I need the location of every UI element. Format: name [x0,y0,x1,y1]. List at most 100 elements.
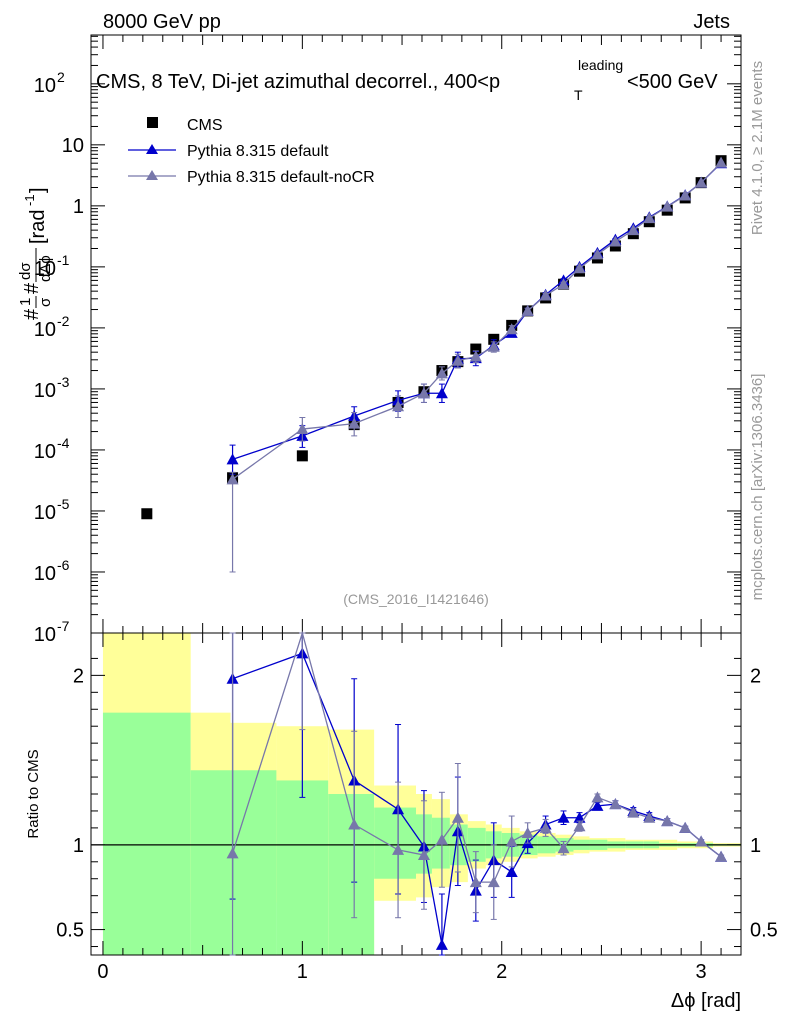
mcplots-label: mcplots.cern.ch [arXiv:1306.3436] [749,374,766,601]
main-line-nocr [232,162,722,480]
x-tick-label: 1 [297,961,308,983]
x-axis-label: Δϕ [rad] [671,990,741,1012]
ratio-point-nocr [661,815,674,827]
ratio-point-nocr [643,811,656,823]
legend-cms-label: CMS [187,117,223,134]
ratio-point-nocr [226,847,239,859]
ratio-point-nocr [695,835,708,847]
main-ytick-label-exp: 2 [57,69,65,85]
ratio-point-nocr [392,843,405,855]
x-tick-label: 2 [496,961,507,983]
ratio-point-nocr [573,820,586,832]
main-point-nocr [539,289,552,301]
chart-title-sub: T [574,87,583,103]
ylabel-hash2: # [21,282,43,294]
ratio-line-default [232,652,722,945]
band-green-5 [374,807,416,879]
ylabel-hash1: # [21,308,43,320]
main-point-nocr [435,367,448,379]
main-ytick-label: 10 [34,624,56,646]
ylabel-frac-num: 1 [17,298,34,306]
ratio-point-default [557,811,570,823]
main-line-default [232,162,722,461]
ratio-point-nocr [539,821,552,833]
main-point-nocr [661,200,674,212]
main-point-nocr [226,473,239,485]
y-axis-label-ratio: Ratio to CMS [25,749,42,838]
legend: CMS Pythia 8.315 default Pythia 8.315 de… [128,117,375,186]
ylabel-unit: [rad [27,210,49,244]
legend-default-label: Pythia 8.315 default [187,143,329,160]
ratio-ytick-label-right: 2 [750,665,761,687]
series-layer [141,155,728,956]
main-point-nocr [505,323,518,335]
ratio-point-default [573,811,586,823]
ratio-uncertainty-bands [102,633,741,955]
cms-point [470,343,482,355]
legend-default-marker [146,144,158,154]
main-ytick-label-exp: -5 [57,496,70,512]
ylabel-dnum: dσ [17,262,34,280]
main-point-nocr [573,262,586,274]
ylabel-unit-end: ] [27,187,49,193]
main-point-nocr [348,417,361,429]
ratio-point-nocr [505,835,518,847]
ratio-point-nocr [435,833,448,845]
ratio-point-default [591,799,604,811]
main-point-nocr [521,304,534,316]
axis-ticks [91,35,741,955]
ratio-ytick-label-right: 1 [750,835,761,857]
main-ytick-label: 10 [34,319,56,341]
ratio-ytick-label: 2 [73,665,84,687]
ratio-point-nocr [627,806,640,818]
main-point-nocr [469,350,482,362]
main-point-nocr [487,340,500,352]
chart-title-tail: <500 GeV [627,71,718,93]
ratio-point-nocr [715,850,728,862]
cms-point [141,508,153,520]
main-ytick-label-exp: -4 [57,435,70,451]
main-point-nocr [643,212,656,224]
main-point-nocr [609,235,622,247]
chart-title-main: CMS, 8 TeV, Di-jet azimuthal decorrel., … [96,71,500,93]
main-point-default [226,453,239,465]
main-ytick-label: 1 [73,196,84,218]
ratio-ytick-label: 0.5 [56,920,84,942]
ratio-ytick-label-right: 0.5 [750,920,778,942]
cms-point [296,450,308,462]
process-label: Jets [693,11,730,33]
main-ytick-label: 10 [34,258,56,280]
y-axis-label-main: # 1 σ # dσ dΔϕ [rad -1 ] [17,187,54,320]
main-point-nocr [715,156,728,168]
ratio-point-nocr [451,811,464,823]
ratio-ytick-label: 1 [73,835,84,857]
ratio-line-nocr [231,630,722,883]
band-green-2 [230,770,277,955]
main-ytick-label: 10 [34,563,56,585]
x-tick-label: 3 [696,961,707,983]
main-ytick-label-exp: -3 [57,374,70,390]
ratio-point-nocr [591,791,604,803]
main-point-nocr [417,387,430,399]
main-ytick-label-exp: -6 [57,557,70,573]
main-point-nocr [627,224,640,236]
main-point-nocr [679,189,692,201]
legend-nocr-marker [146,170,158,180]
main-ytick-label: 10 [34,75,56,97]
legend-cms-marker [147,117,158,128]
main-point-nocr [695,176,708,188]
main-point-nocr [296,423,309,435]
chart-title-sup: leading [578,57,623,73]
ratio-point-nocr [487,876,500,888]
main-point-nocr [392,400,405,412]
ratio-point-nocr [521,826,534,838]
ratio-point-nocr [679,821,692,833]
ratio-point-nocr [348,818,361,830]
main-point-nocr [451,354,464,366]
main-ytick-label: 10 [34,441,56,463]
band-green-0 [102,712,191,955]
ratio-point-nocr [609,798,622,810]
ratio-point-default [505,865,518,877]
